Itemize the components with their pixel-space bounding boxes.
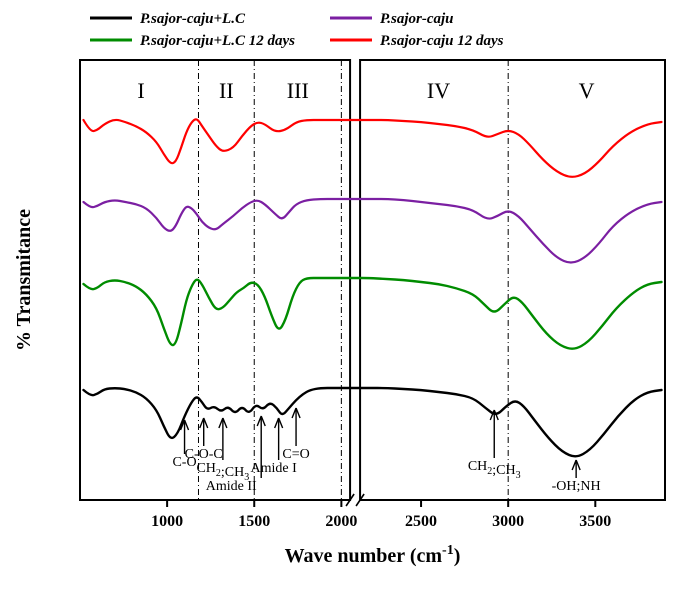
svg-text:1500: 1500 [238,513,270,530]
ftir-spectra-chart: 1000 1500 2000 2500 3000 3500 Wave number (cm-… [0,0,685,593]
spectrum-p-sajor-caju-l-c [83,388,661,456]
peak-annotation: -OH;NH [552,479,601,494]
x-axis-label: Wave number (cm-1) [285,543,461,567]
region-label: III [287,78,309,103]
region-label: II [219,78,234,103]
y-axis-label: % Transmitance [13,209,35,351]
spectrum-p-sajor-caju [83,199,661,263]
peak-annotation: Amide I [251,461,298,476]
svg-text:3500: 3500 [579,513,611,530]
spectrum-p-sajor-caju-l-c-12-days [83,278,661,349]
chart-canvas: 1000 1500 2000 2500 3000 3500 Wave number (cm-… [0,0,685,593]
peak-annotation: C=O [282,447,309,462]
peak-annotation: Amide II [206,479,257,494]
legend-label: P.sajor-caju+L.C [140,11,246,27]
svg-text:2000: 2000 [325,513,357,530]
region-label: IV [427,78,450,103]
legend-label: P.sajor-caju [380,11,453,27]
svg-text:1000: 1000 [151,513,183,530]
spectrum-p-sajor-caju-12-days [83,119,661,176]
peak-annotation: C-O-C [185,447,223,462]
legend-label: P.sajor-caju 12 days [380,33,504,49]
legend-label: P.sajor-caju+L.C 12 days [140,33,295,49]
peak-annotation: CH2;CH3 [468,459,521,481]
svg-text:3000: 3000 [492,513,524,530]
region-label: I [137,78,144,103]
svg-text:2500: 2500 [405,513,437,530]
region-label: V [579,78,595,103]
